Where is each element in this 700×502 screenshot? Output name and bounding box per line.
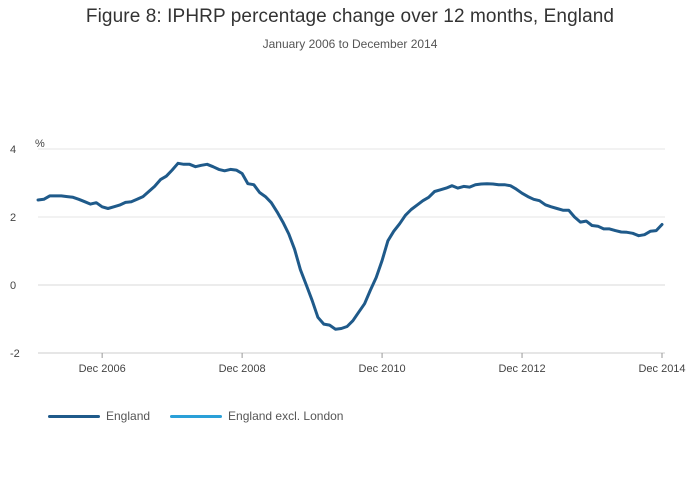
x-tick-label: Dec 2010 (359, 363, 406, 375)
x-tick-label: Dec 2012 (498, 363, 545, 375)
y-tick-label: 2 (10, 212, 16, 224)
y-tick-label: -2 (10, 348, 20, 360)
x-tick-label: Dec 2006 (79, 363, 126, 375)
legend-item-england[interactable]: England (48, 409, 150, 423)
x-tick-label: Dec 2014 (638, 363, 685, 375)
legend-swatch-england (48, 414, 100, 418)
legend: England England excl. London (48, 409, 343, 423)
y-tick-label: 0 (10, 280, 16, 292)
chart-subtitle: January 2006 to December 2014 (262, 37, 438, 51)
legend-swatch-england-excl-london (170, 414, 223, 418)
legend-item-england-excl-london[interactable]: England excl. London (170, 409, 343, 423)
x-tick-label: Dec 2008 (219, 363, 266, 375)
series-line-england (36, 161, 664, 331)
chart-title: Figure 8: IPHRP percentage change over 1… (85, 6, 615, 27)
y-axis-unit: % (35, 138, 45, 150)
legend-label-england-excl-london: England excl. London (228, 409, 344, 423)
legend-label-england: England (106, 409, 151, 423)
y-tick-label: 4 (10, 144, 16, 156)
